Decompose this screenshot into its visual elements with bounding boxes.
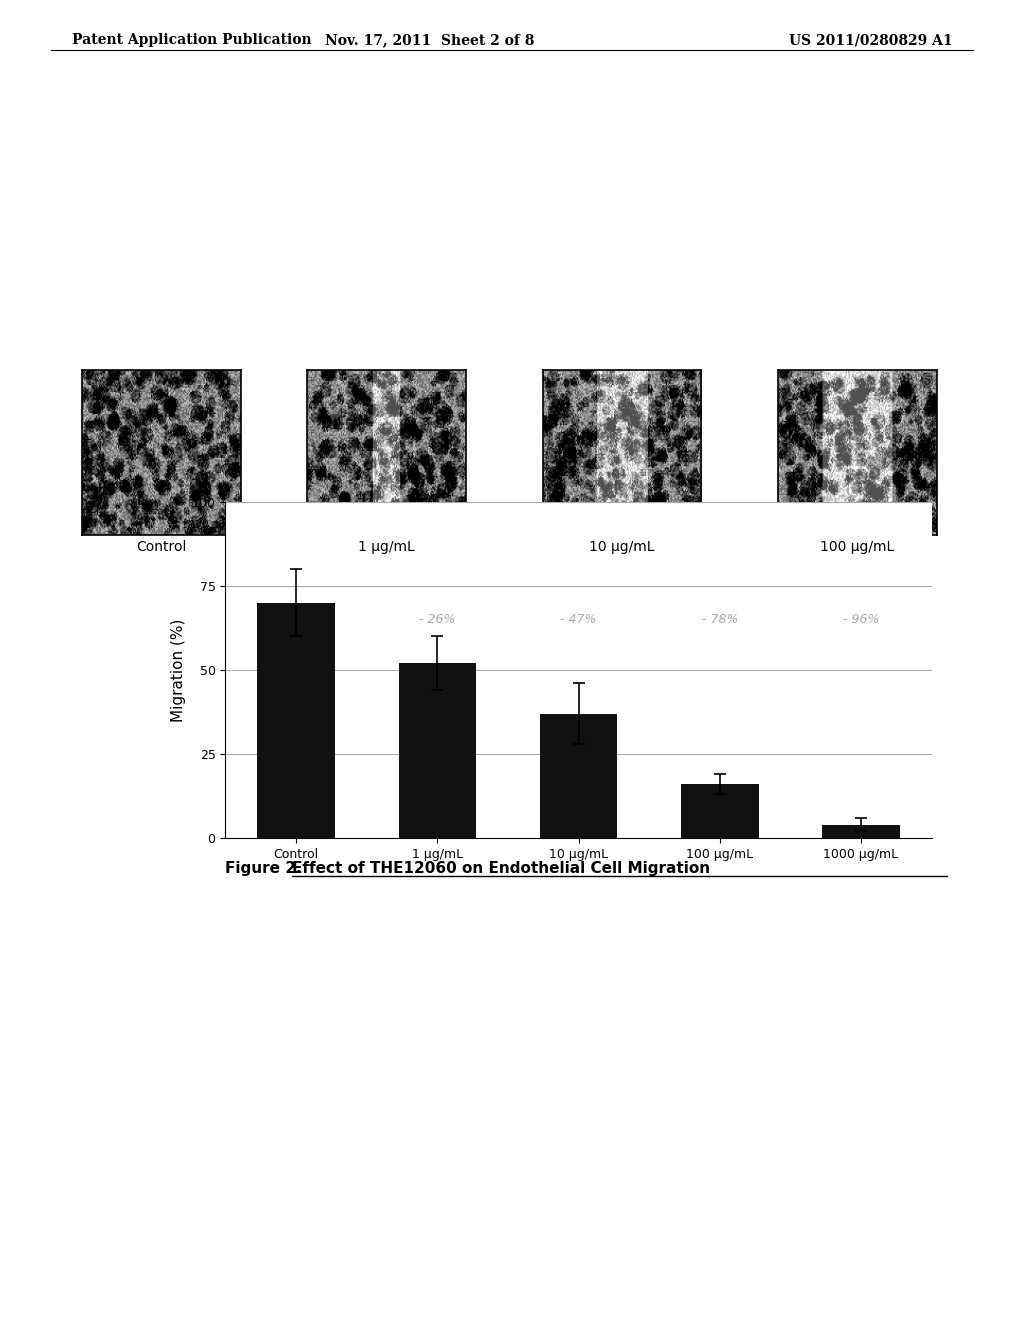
Bar bbox=[398, 663, 476, 838]
Text: - 78%: - 78% bbox=[701, 614, 738, 626]
Text: Effect of THE12060 on Endothelial Cell Migration: Effect of THE12060 on Endothelial Cell M… bbox=[292, 861, 710, 875]
Text: Figure 2.: Figure 2. bbox=[225, 861, 307, 875]
Text: 100 μg/mL: 100 μg/mL bbox=[820, 540, 895, 554]
Text: 10 μg/mL: 10 μg/mL bbox=[590, 540, 654, 554]
Text: Control: Control bbox=[136, 540, 186, 554]
Bar bbox=[257, 602, 335, 838]
Bar bbox=[681, 784, 759, 838]
Text: - 96%: - 96% bbox=[843, 614, 879, 626]
Text: 1 μg/mL: 1 μg/mL bbox=[358, 540, 415, 554]
Text: - 26%: - 26% bbox=[419, 614, 456, 626]
Text: Nov. 17, 2011  Sheet 2 of 8: Nov. 17, 2011 Sheet 2 of 8 bbox=[326, 33, 535, 48]
Y-axis label: Migration (%): Migration (%) bbox=[171, 618, 186, 722]
Text: US 2011/0280829 A1: US 2011/0280829 A1 bbox=[788, 33, 952, 48]
Bar bbox=[822, 825, 900, 838]
Text: - 47%: - 47% bbox=[560, 614, 597, 626]
Text: Patent Application Publication: Patent Application Publication bbox=[72, 33, 311, 48]
Bar bbox=[540, 714, 617, 838]
